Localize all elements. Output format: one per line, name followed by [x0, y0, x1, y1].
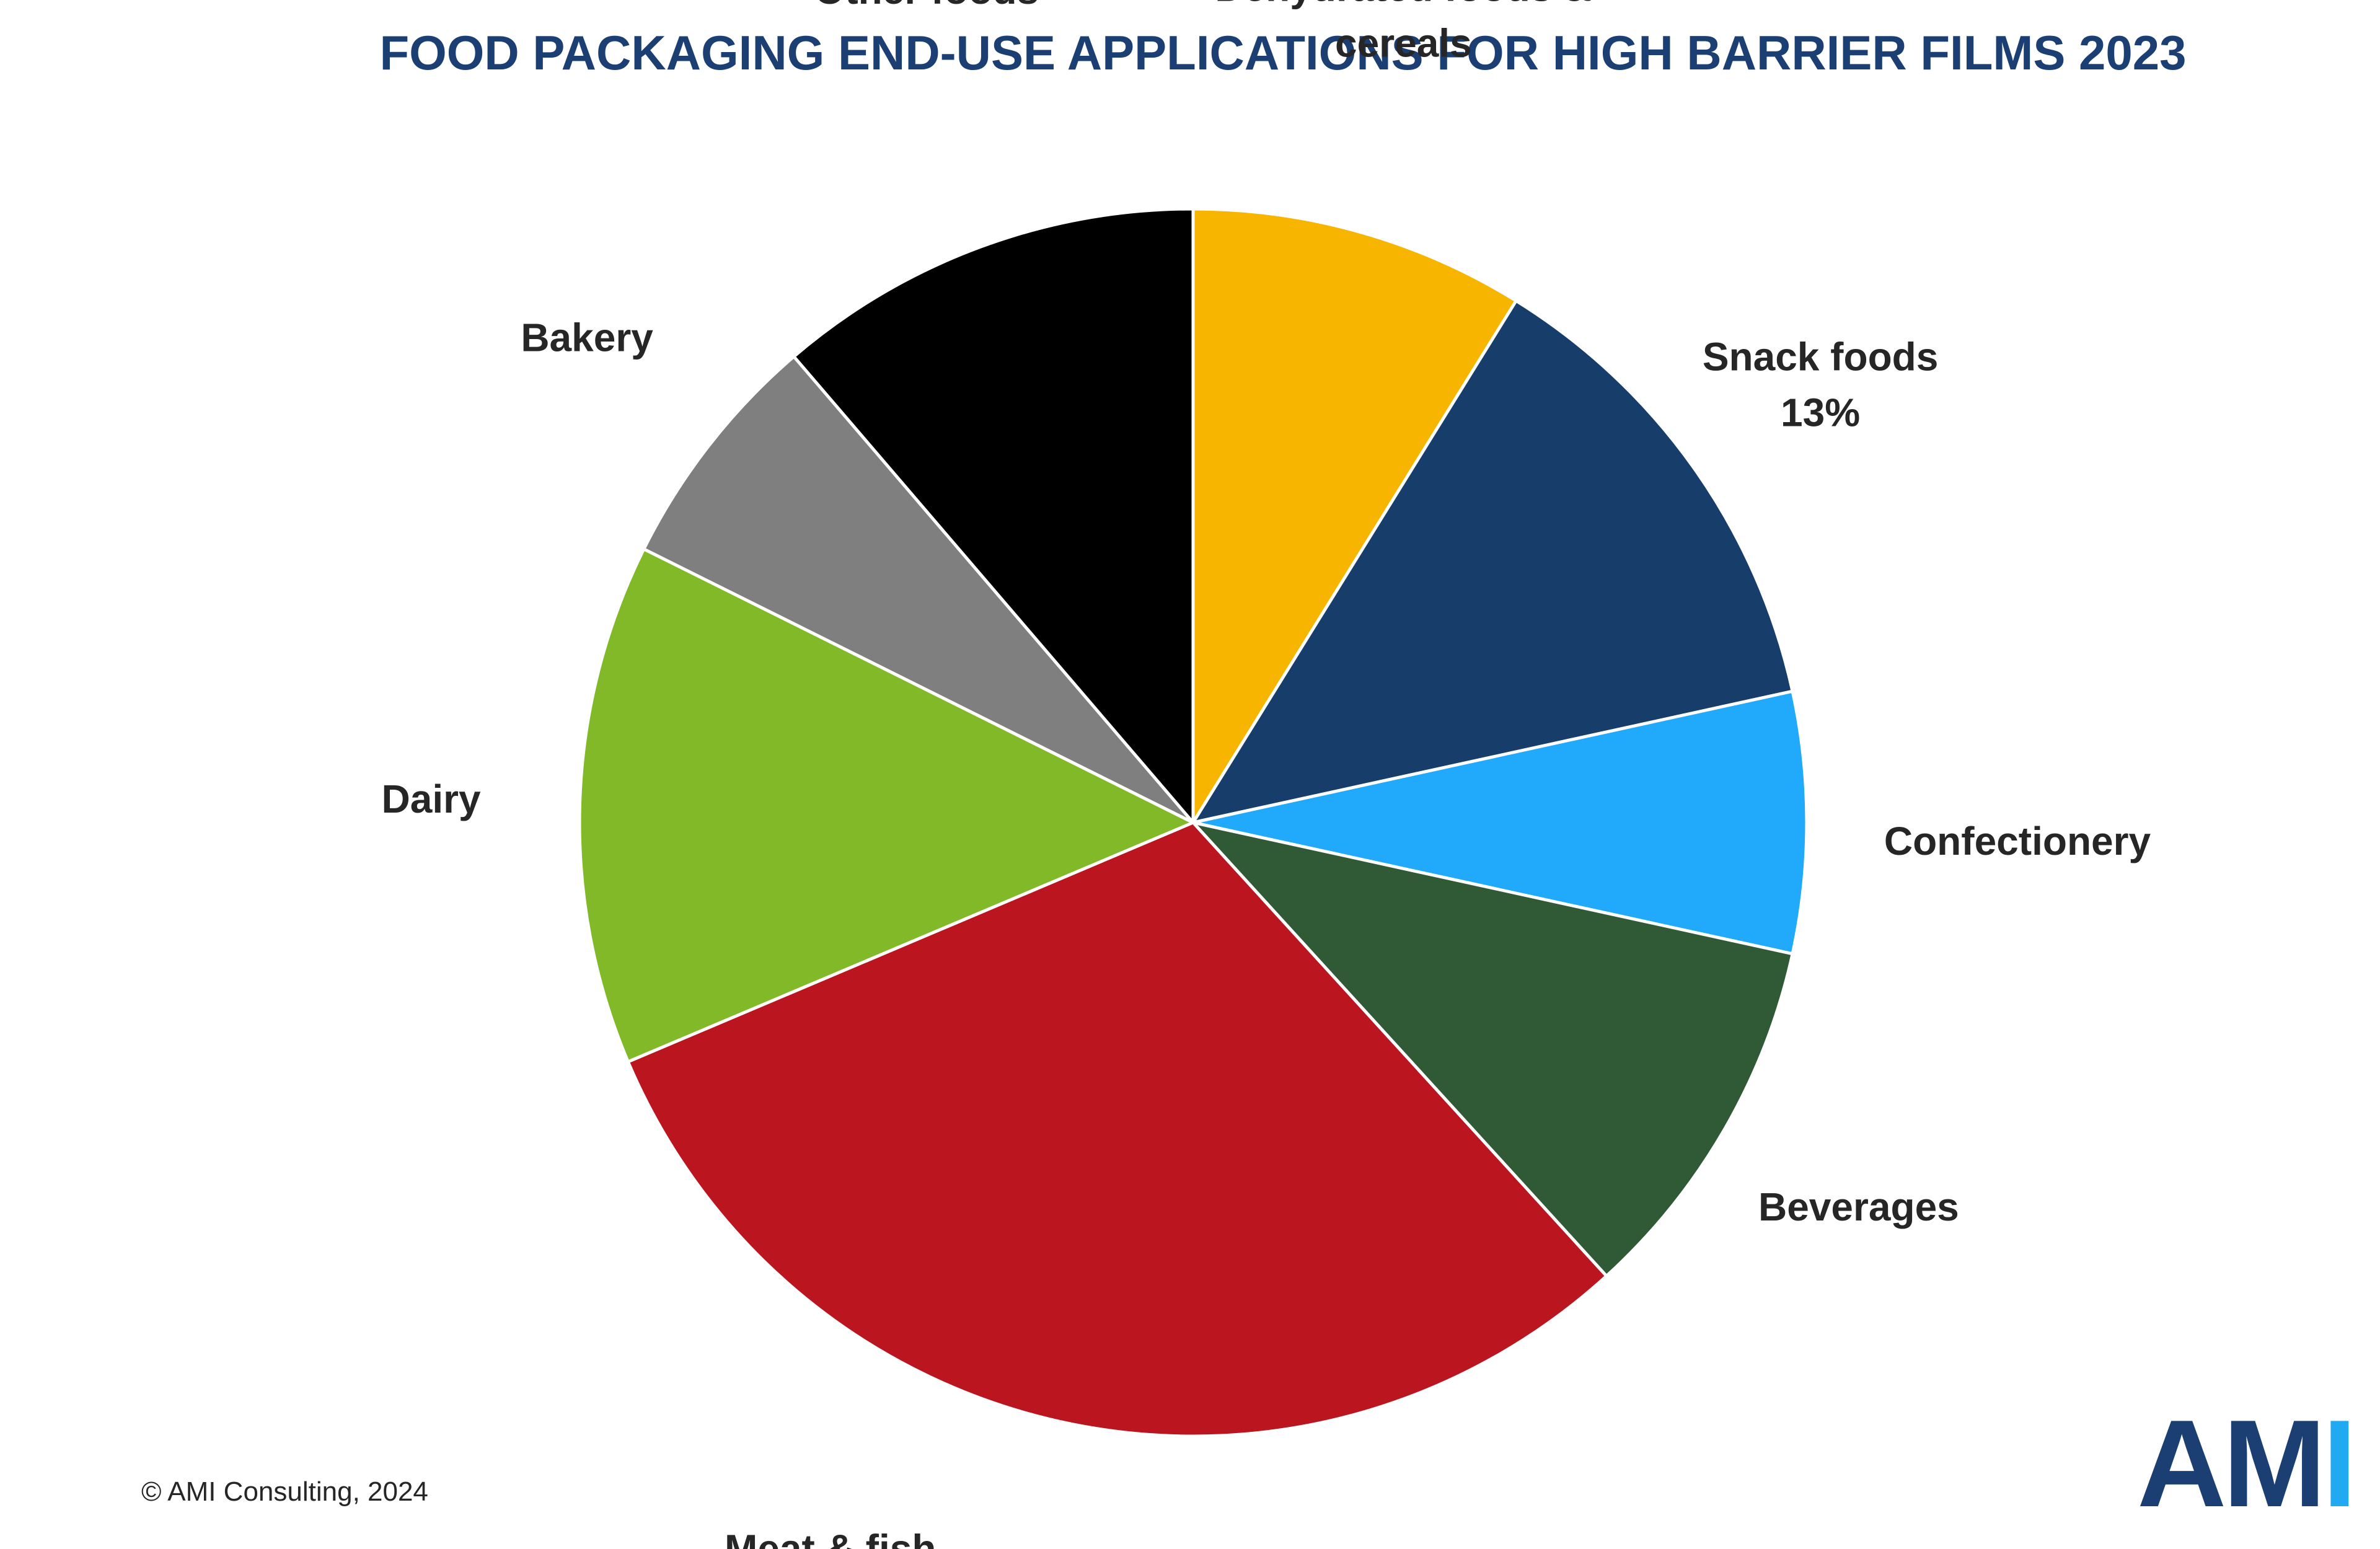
slice-label: Dairy — [382, 777, 482, 821]
pie-slice-snack-foods — [1191, 299, 1794, 824]
ami-logo: AMI — [2137, 1402, 2357, 1526]
slice-label-line: Confectionery — [1884, 819, 2151, 863]
pie-slice-other-foods — [792, 207, 1195, 824]
pie-slice-dairy — [578, 547, 1195, 1064]
slice-label-line: Snack foods — [1703, 335, 1939, 379]
slice-label: Dehydrated foods & cereals — [1215, 0, 1592, 65]
slice-label: Confectionery — [1884, 819, 2151, 863]
slice-label-line: Dairy — [382, 777, 482, 821]
logo-text-am: AM — [2137, 1395, 2326, 1533]
slice-label: Meat & fish — [725, 1526, 936, 1549]
slice-label: Snack foods 13% — [1703, 335, 1939, 435]
slice-label-line: Bakery — [521, 316, 653, 360]
slice-label-line: Beverages — [1758, 1185, 1959, 1229]
pie-labels: Dehydrated foods & cereals Snack foods 13% C… — [382, 0, 2151, 1549]
slice-label-line: 13% — [1781, 391, 1860, 435]
slice-label: Other foods — [814, 0, 1039, 12]
chart-title: FOOD PACKAGING END-USE APPLICATIONS FOR … — [379, 25, 2187, 80]
pie-slices — [578, 207, 1809, 1438]
copyright-notice: © AMI Consulting, 2024 — [141, 1476, 428, 1507]
pie-slice-dehydrated-foods-cereals — [1191, 207, 1518, 824]
slice-label-line: Meat & fish — [725, 1526, 936, 1549]
slice-label: Bakery — [521, 316, 653, 360]
pie-slice-meat-fish — [626, 821, 1608, 1438]
pie-slice-bakery — [642, 355, 1195, 824]
pie-slice-confectionery — [1191, 689, 1809, 956]
slice-label-line: Dehydrated foods & — [1215, 0, 1592, 9]
slice-label-line: Other foods — [814, 0, 1039, 12]
slice-label: Beverages — [1758, 1185, 1959, 1229]
logo-text-i: I — [2322, 1395, 2357, 1533]
slice-label-line: cereals — [1335, 20, 1472, 65]
pie-slice-beverages — [1191, 821, 1794, 1278]
